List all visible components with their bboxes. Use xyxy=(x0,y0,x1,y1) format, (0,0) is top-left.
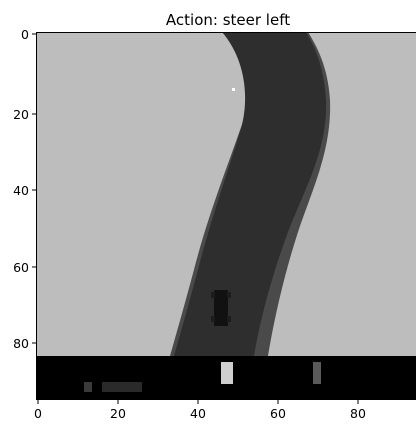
axes-frame xyxy=(36,32,416,400)
y-tick-label: 80 xyxy=(13,336,29,351)
y-tick-label: 40 xyxy=(13,183,29,198)
x-tick-label: 0 xyxy=(34,406,42,421)
plot-title: Action: steer left xyxy=(166,11,290,29)
road xyxy=(174,32,327,356)
x-tick-label: 40 xyxy=(190,406,206,421)
y-axis: 0 20 40 60 80 xyxy=(13,27,36,351)
x-tick-label: 20 xyxy=(110,406,126,421)
road-marker xyxy=(232,88,235,91)
y-tick-label: 0 xyxy=(21,27,29,42)
x-axis: 0 20 40 60 80 xyxy=(34,400,366,421)
y-tick-label: 60 xyxy=(13,260,29,275)
x-tick-label: 60 xyxy=(270,406,286,421)
hud-indicator-abs xyxy=(102,382,142,392)
hud-indicator-steering xyxy=(221,362,233,384)
hud-indicator-speed xyxy=(84,382,92,392)
car xyxy=(211,290,231,326)
game-frame xyxy=(36,32,416,400)
hud-indicator-gyro xyxy=(313,362,321,384)
x-tick-label: 80 xyxy=(350,406,366,421)
y-tick-label: 20 xyxy=(13,107,29,122)
